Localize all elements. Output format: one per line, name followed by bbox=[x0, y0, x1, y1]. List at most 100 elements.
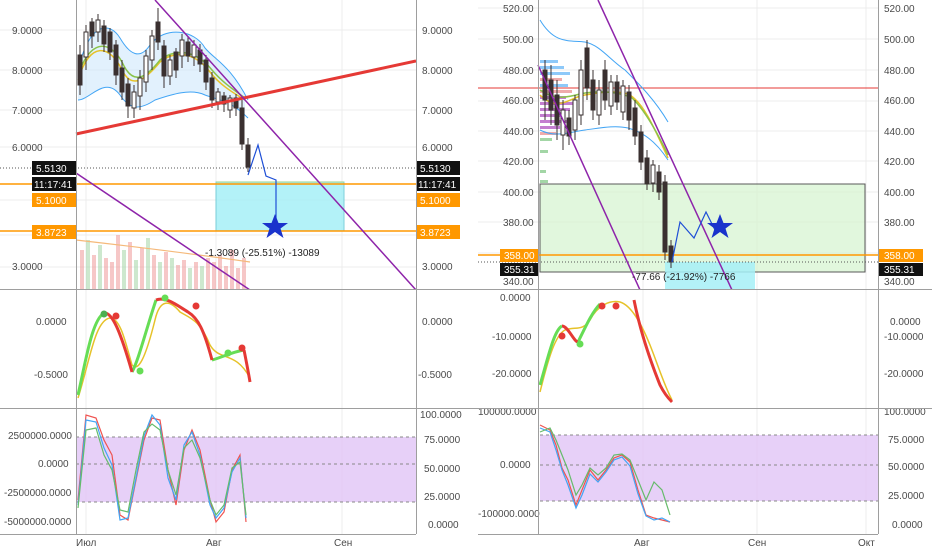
svg-text:0.0000: 0.0000 bbox=[38, 459, 69, 470]
svg-text:75.0000: 75.0000 bbox=[424, 435, 461, 446]
right-bollinger-lower bbox=[539, 126, 669, 161]
svg-text:0.0000: 0.0000 bbox=[892, 520, 923, 531]
left-measure-label: -1.3089 (-25.51%) -13089 bbox=[205, 248, 320, 259]
svg-text:400.00: 400.00 bbox=[503, 188, 534, 199]
svg-text:460.00: 460.00 bbox=[884, 96, 915, 107]
left-time-tag-right: 11:17:41 bbox=[416, 177, 460, 191]
svg-text:-2500000.0000: -2500000.0000 bbox=[4, 488, 72, 499]
svg-text:0.0000: 0.0000 bbox=[36, 317, 67, 328]
left-stoch-band bbox=[76, 437, 416, 502]
svg-text:-10.0000: -10.0000 bbox=[492, 332, 532, 343]
left-channel-upper[interactable] bbox=[154, 0, 416, 290]
right-osc-signal bbox=[539, 300, 673, 401]
svg-text:440.00: 440.00 bbox=[503, 127, 534, 138]
svg-text:5.1000: 5.1000 bbox=[36, 196, 67, 207]
left-price-axis-right: 9.0000 8.0000 7.0000 6.0000 3.0000 bbox=[422, 26, 453, 273]
svg-text:5.5130: 5.5130 bbox=[36, 164, 67, 175]
svg-text:380.00: 380.00 bbox=[503, 218, 534, 229]
svg-text:-5000000.0000: -5000000.0000 bbox=[4, 517, 72, 528]
svg-text:-0.5000: -0.5000 bbox=[34, 370, 68, 381]
right-price-tag-left: 355.31 bbox=[500, 263, 538, 276]
svg-text:-20.0000: -20.0000 bbox=[884, 369, 924, 380]
svg-text:-20.0000: -20.0000 bbox=[492, 369, 532, 380]
svg-text:500.00: 500.00 bbox=[884, 35, 915, 46]
svg-text:0.0000: 0.0000 bbox=[422, 317, 453, 328]
left-time-tag-left: 11:17:41 bbox=[32, 177, 76, 191]
svg-text:340.00: 340.00 bbox=[884, 277, 915, 288]
right-channel-lower[interactable] bbox=[537, 64, 641, 290]
svg-text:480.00: 480.00 bbox=[503, 66, 534, 77]
svg-text:2500000.0000: 2500000.0000 bbox=[8, 431, 72, 442]
right-price-axis-right: 520.00 500.00 480.00 460.00 440.00 420.0… bbox=[884, 4, 915, 288]
right-candles bbox=[542, 40, 674, 268]
svg-text:9.0000: 9.0000 bbox=[422, 26, 453, 37]
left-trendline-red[interactable] bbox=[75, 59, 416, 136]
left-osc-axis: 0.0000 -0.5000 0.0000 -0.5000 bbox=[34, 317, 453, 381]
svg-text:480.00: 480.00 bbox=[884, 66, 915, 77]
right-stoch-band bbox=[540, 435, 878, 501]
left-channel-lower[interactable] bbox=[75, 172, 250, 290]
svg-text:6.0000: 6.0000 bbox=[422, 143, 453, 154]
svg-text:3.8723: 3.8723 bbox=[36, 228, 67, 239]
right-chart[interactable]: -77.66 (-21.92%) -7766 520.00 500.00 480… bbox=[478, 0, 926, 549]
left-order-tag-right: 5.1000 bbox=[416, 193, 460, 207]
right-projection-path bbox=[671, 210, 717, 263]
left-osc-signal bbox=[77, 302, 251, 399]
left-order-tag-left: 5.1000 bbox=[32, 193, 76, 207]
svg-text:400.00: 400.00 bbox=[884, 188, 915, 199]
svg-text:358.00: 358.00 bbox=[884, 251, 915, 262]
right-channel-upper[interactable] bbox=[597, 0, 733, 290]
left-ema-yellow bbox=[77, 49, 246, 101]
svg-text:5.1000: 5.1000 bbox=[420, 196, 451, 207]
left-tick-9: 9.0000 bbox=[12, 26, 43, 37]
svg-text:Сен: Сен bbox=[748, 538, 766, 549]
left-price-pane[interactable]: -1.3089 (-25.51%) -13089 bbox=[0, 0, 416, 290]
right-oscillator-pane[interactable] bbox=[538, 299, 674, 404]
right-price-pane[interactable]: -77.66 (-21.92%) -7766 bbox=[478, 0, 878, 290]
svg-text:100000.0000: 100000.0000 bbox=[478, 407, 537, 418]
svg-text:Июл: Июл bbox=[76, 538, 96, 549]
svg-text:Сен: Сен bbox=[334, 538, 352, 549]
svg-text:100.0000: 100.0000 bbox=[420, 410, 462, 421]
svg-text:Авг: Авг bbox=[634, 538, 650, 549]
svg-text:3.0000: 3.0000 bbox=[422, 262, 453, 273]
svg-text:500.00: 500.00 bbox=[503, 35, 534, 46]
svg-text:50.0000: 50.0000 bbox=[888, 462, 925, 473]
svg-text:-10.0000: -10.0000 bbox=[884, 332, 924, 343]
left-price-axis-left: 9.0000 8.0000 7.0000 6.0000 3.0000 bbox=[12, 26, 43, 273]
svg-text:520.00: 520.00 bbox=[884, 4, 915, 15]
right-price-tag-right: 355.31 bbox=[879, 263, 923, 276]
right-bollinger-upper bbox=[539, 19, 669, 123]
svg-text:50.0000: 50.0000 bbox=[424, 464, 461, 475]
left-oscillator-pane[interactable] bbox=[76, 294, 252, 399]
svg-text:355.31: 355.31 bbox=[504, 265, 535, 276]
svg-text:Авг: Авг bbox=[206, 538, 222, 549]
left-stoch-g bbox=[77, 423, 247, 517]
right-measure-box[interactable] bbox=[539, 183, 866, 273]
svg-text:420.00: 420.00 bbox=[503, 157, 534, 168]
svg-text:0.0000: 0.0000 bbox=[500, 460, 531, 471]
left-bollinger-lower bbox=[77, 86, 249, 119]
left-stoch-k bbox=[77, 414, 247, 524]
svg-text:3.8723: 3.8723 bbox=[420, 228, 451, 239]
svg-text:75.0000: 75.0000 bbox=[888, 435, 925, 446]
left-time-axis: Июл Авг Сен bbox=[76, 538, 352, 549]
left-chart[interactable]: -1.3089 (-25.51%) -13089 9.0000 8.0000 7… bbox=[0, 0, 462, 549]
svg-text:420.00: 420.00 bbox=[884, 157, 915, 168]
left-stoch-pane[interactable] bbox=[76, 413, 416, 524]
svg-text:25.0000: 25.0000 bbox=[888, 491, 925, 502]
left-stoch-axis: 2500000.0000 0.0000 -2500000.0000 -50000… bbox=[4, 410, 462, 531]
right-stoch-g bbox=[539, 427, 671, 516]
right-stoch-pane[interactable] bbox=[539, 424, 878, 523]
left-target-tag-left: 3.8723 bbox=[32, 225, 76, 239]
svg-text:0.0000: 0.0000 bbox=[428, 520, 459, 531]
right-price-axis-left: 520.00 500.00 480.00 460.00 440.00 420.0… bbox=[503, 4, 534, 288]
left-volume-bars bbox=[80, 235, 246, 289]
svg-text:11:17:41: 11:17:41 bbox=[34, 180, 73, 191]
right-stoch-k bbox=[539, 424, 671, 523]
right-measure-box-low bbox=[665, 262, 755, 289]
left-target-star[interactable] bbox=[262, 214, 288, 238]
right-target-star[interactable] bbox=[707, 214, 733, 238]
right-order-tag-left: 358.00 bbox=[500, 249, 538, 262]
